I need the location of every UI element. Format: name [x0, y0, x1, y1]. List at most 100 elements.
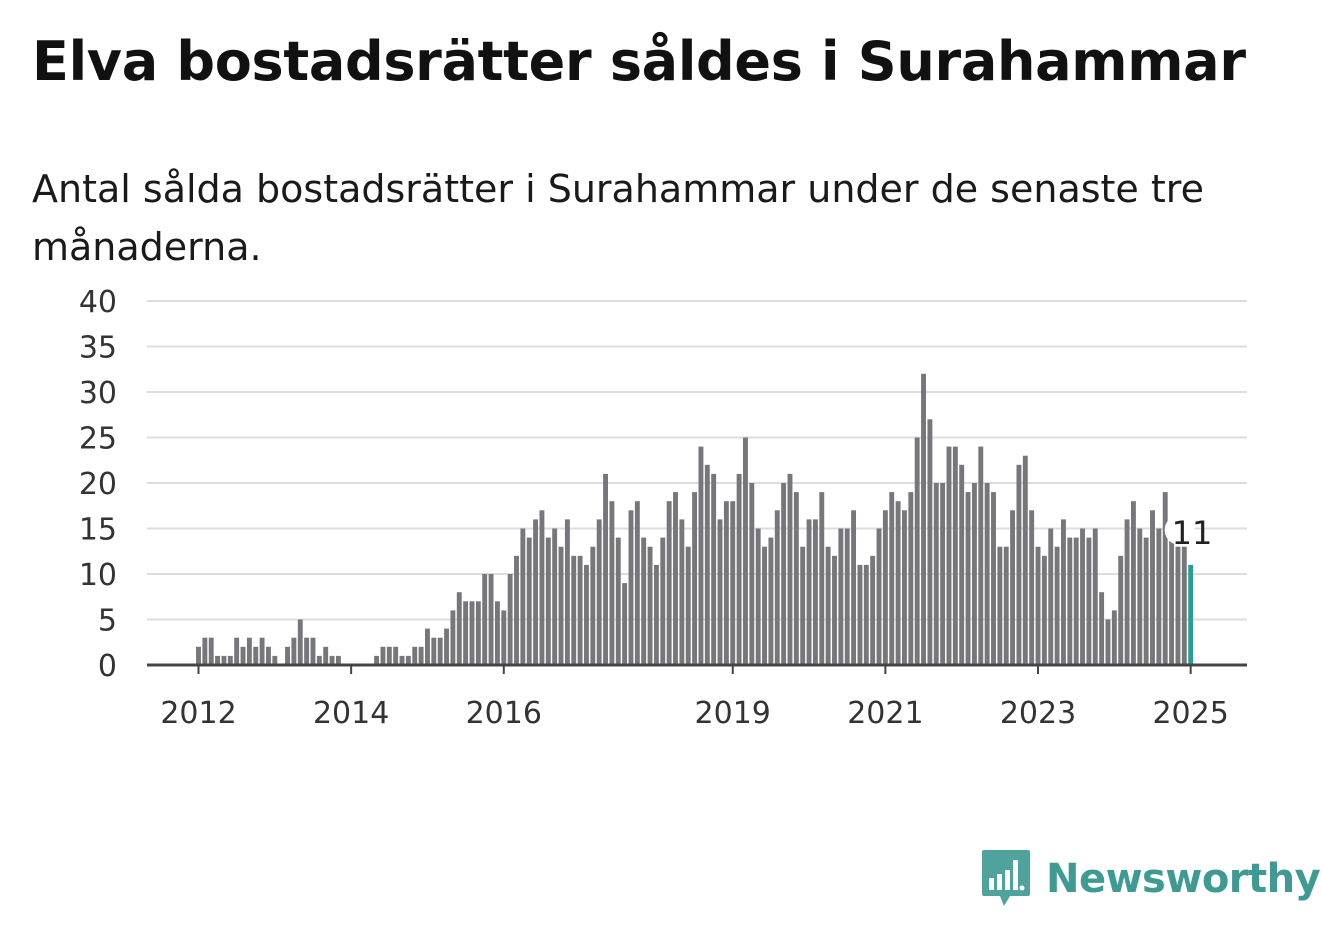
bar [793, 492, 799, 665]
bar [291, 637, 297, 665]
bar [844, 528, 850, 665]
bar [882, 510, 888, 665]
bar [1124, 519, 1130, 665]
bar [1143, 537, 1149, 665]
bar [1048, 528, 1054, 665]
bar [450, 610, 456, 665]
bar [494, 601, 500, 665]
y-tick-label: 0 [98, 649, 117, 684]
y-axis-ticks: 0 5 10 15 20 25 30 35 40 [79, 285, 117, 684]
bar [819, 492, 825, 665]
bar [418, 646, 424, 665]
bar [456, 592, 462, 665]
bar [1092, 528, 1098, 665]
bar [692, 492, 698, 665]
bar [870, 555, 876, 665]
chart-subtitle: Antal sålda bostadsrätter i Surahammar u… [32, 167, 1204, 269]
bar [545, 537, 551, 665]
bar [259, 637, 265, 665]
bar [227, 655, 233, 665]
bar [1118, 555, 1124, 665]
bar [933, 483, 939, 665]
bar [908, 492, 914, 665]
bar [781, 483, 787, 665]
bar [482, 574, 488, 665]
x-tick-label: 2023 [1000, 696, 1076, 731]
bar [1086, 537, 1092, 665]
bar [1105, 619, 1111, 665]
bar [736, 473, 742, 665]
bar [952, 446, 958, 665]
bar [698, 446, 704, 665]
bar [469, 601, 475, 665]
bar [215, 655, 221, 665]
bar [253, 646, 259, 665]
bar [984, 483, 990, 665]
bar [921, 373, 926, 665]
bar [787, 473, 793, 665]
bar [603, 473, 608, 665]
bar [946, 446, 952, 665]
bar [762, 546, 767, 665]
bar [653, 564, 659, 665]
bar [412, 646, 418, 665]
y-tick-label: 10 [79, 558, 117, 593]
bar [940, 483, 946, 665]
bar [615, 537, 621, 665]
bar [978, 446, 984, 665]
bar [285, 646, 290, 665]
bar [889, 492, 895, 665]
newsworthy-chart-logo-icon [982, 850, 1030, 906]
bar [584, 564, 589, 665]
bar [399, 655, 405, 665]
brand-name: Newsworthy [1046, 856, 1321, 902]
y-tick-label: 25 [79, 422, 117, 457]
bar [1016, 464, 1022, 665]
bar [641, 537, 647, 665]
bar [488, 574, 494, 665]
bar [628, 510, 634, 665]
bar [812, 519, 818, 665]
bar [272, 655, 278, 665]
bar [647, 546, 653, 665]
bar [634, 501, 640, 665]
bar [208, 637, 214, 665]
bar [202, 637, 208, 665]
bar [380, 646, 386, 665]
x-tick-label: 2021 [847, 696, 923, 731]
bar [520, 528, 526, 665]
bar [444, 628, 449, 665]
bar [851, 510, 857, 665]
bar [374, 655, 380, 665]
bar [1130, 501, 1136, 665]
bar [704, 464, 710, 665]
bar [895, 501, 901, 665]
bar [666, 501, 672, 665]
bar [596, 519, 602, 665]
bar [1003, 546, 1009, 665]
bar [914, 437, 920, 665]
bar [825, 546, 831, 665]
bar [755, 528, 761, 665]
x-tick-label: 2012 [160, 696, 236, 731]
x-tick-label: 2016 [466, 696, 542, 731]
bar [832, 555, 837, 665]
bar [622, 583, 628, 665]
bar [1061, 519, 1066, 665]
bar [431, 637, 437, 665]
bar [335, 655, 341, 665]
bar [723, 501, 729, 665]
bar [1080, 528, 1085, 665]
bar [1041, 555, 1047, 665]
bar [863, 564, 869, 665]
x-tick-label: 2025 [1152, 696, 1228, 731]
bar [1073, 537, 1079, 665]
bar [997, 546, 1003, 665]
bar [1035, 546, 1041, 665]
bar [768, 537, 774, 665]
x-tick-label: 2014 [313, 696, 389, 731]
bar [266, 646, 271, 665]
bar [1156, 528, 1162, 665]
bar [526, 537, 532, 665]
bar [304, 637, 310, 665]
